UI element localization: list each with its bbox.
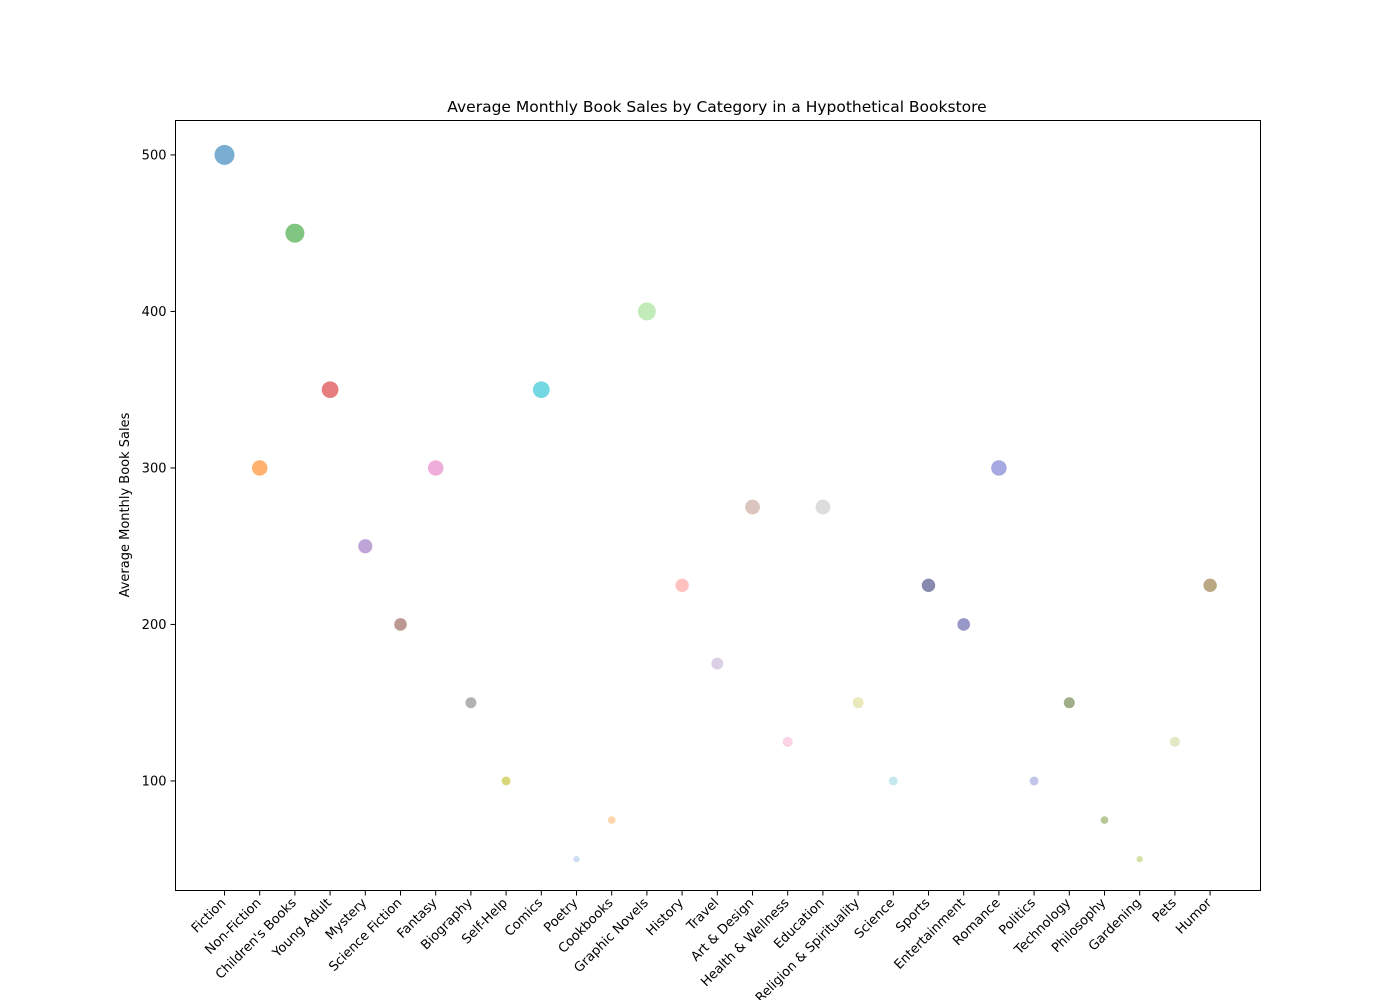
y-tick-label: 100 bbox=[142, 774, 167, 789]
data-point bbox=[675, 578, 689, 593]
data-point bbox=[501, 776, 511, 786]
chart-title: Average Monthly Book Sales by Category i… bbox=[447, 98, 986, 116]
data-point bbox=[1203, 578, 1217, 593]
data-point bbox=[815, 499, 831, 515]
data-point bbox=[852, 697, 864, 709]
y-tick-label: 300 bbox=[142, 461, 167, 476]
y-axis: 100 200 300 400 500 bbox=[142, 148, 176, 789]
data-point bbox=[921, 578, 936, 593]
data-point bbox=[888, 776, 898, 786]
data-point bbox=[573, 856, 580, 863]
y-tick-label: 200 bbox=[142, 618, 167, 633]
y-axis-label: Average Monthly Book Sales bbox=[118, 412, 133, 597]
data-point bbox=[957, 618, 971, 631]
data-point bbox=[285, 223, 305, 243]
y-tick-label: 400 bbox=[142, 305, 167, 320]
x-tick-label: Comics bbox=[502, 896, 546, 940]
x-tick-label: Pets bbox=[1150, 896, 1180, 926]
data-point bbox=[214, 144, 235, 165]
data-point bbox=[1063, 697, 1075, 709]
data-point bbox=[394, 618, 407, 631]
data-point bbox=[1029, 776, 1039, 786]
x-tick-label: History bbox=[644, 896, 688, 940]
data-point bbox=[991, 460, 1007, 476]
data-point bbox=[637, 302, 656, 321]
y-tick-label: 500 bbox=[142, 148, 167, 163]
data-point bbox=[465, 697, 477, 709]
data-point bbox=[745, 499, 760, 515]
plot-frame bbox=[175, 120, 1261, 891]
data-point bbox=[1136, 856, 1143, 863]
data-point bbox=[427, 460, 444, 476]
data-point bbox=[1100, 816, 1109, 824]
data-point bbox=[782, 736, 793, 747]
data-point bbox=[358, 539, 373, 554]
data-point bbox=[532, 381, 550, 399]
data-point bbox=[1169, 736, 1180, 747]
data-points bbox=[214, 144, 1217, 863]
data-point bbox=[711, 657, 724, 670]
data-point bbox=[251, 460, 268, 476]
x-tick-label: Humor bbox=[1173, 895, 1215, 937]
data-point bbox=[321, 381, 339, 399]
data-point bbox=[607, 816, 616, 824]
